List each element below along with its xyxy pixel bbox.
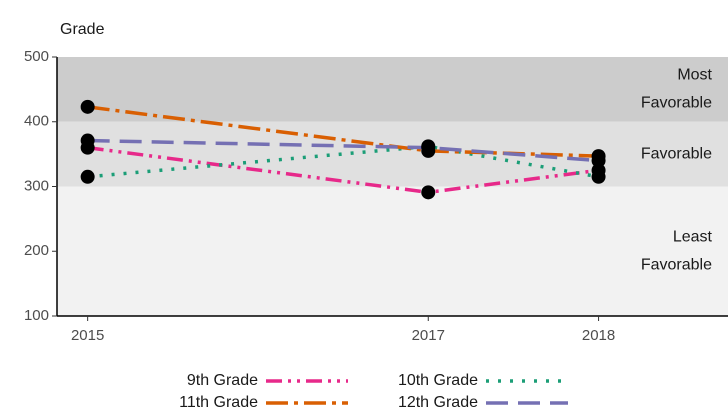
point: [80, 99, 95, 114]
x-tick-label: 2015: [71, 327, 104, 344]
band-label: Most: [677, 67, 712, 84]
y-tick-label: 200: [24, 242, 49, 259]
legend-label: 11th Grade: [179, 394, 258, 411]
x-tick-label: 2017: [412, 327, 445, 344]
y-tick-label: 500: [24, 48, 49, 65]
y-tick-label: 300: [24, 177, 49, 194]
legend-label: 10th Grade: [398, 372, 478, 389]
band: [57, 186, 728, 316]
point: [80, 169, 95, 184]
point: [421, 140, 436, 155]
point: [591, 153, 606, 168]
band-label: Favorable: [641, 256, 712, 273]
band-label: Least: [673, 228, 713, 245]
point: [80, 133, 95, 148]
band: [57, 121, 728, 187]
chart-title: Grade: [60, 21, 105, 38]
band: [57, 57, 728, 122]
legend-label: 12th Grade: [398, 394, 478, 411]
series-line: [87, 144, 599, 179]
band-label: Favorable: [641, 95, 712, 112]
y-tick-label: 400: [24, 113, 49, 130]
band-label: Favorable: [641, 145, 712, 162]
legend-label: 9th Grade: [187, 372, 258, 389]
point: [421, 185, 436, 200]
y-tick-label: 100: [24, 307, 49, 324]
point: [591, 169, 606, 184]
x-tick-label: 2018: [582, 327, 615, 344]
